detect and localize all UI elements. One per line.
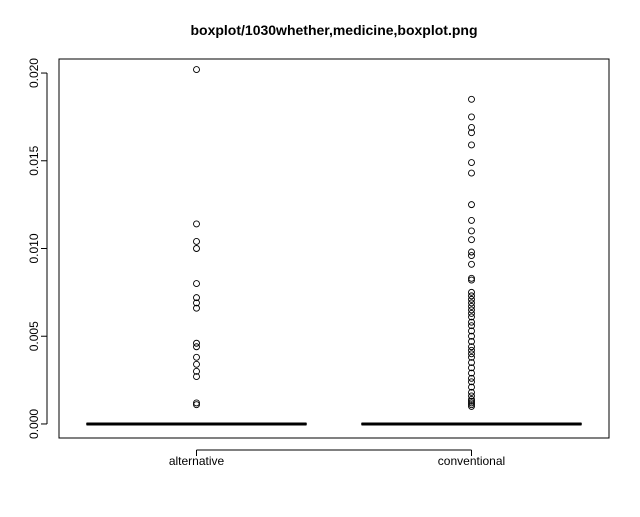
outlier-point [194,354,200,360]
outlier-point [194,281,200,287]
plot-frame [59,59,609,438]
outlier-point [469,202,475,208]
outlier-point [469,307,475,313]
chart-title: boxplot/1030whether,medicine,boxplot.png [190,22,477,38]
y-tick-label: 0.005 [27,321,41,351]
outlier-point [469,347,475,353]
outlier-point [469,228,475,234]
outlier-point [469,351,475,357]
y-tick-label: 0.020 [27,58,41,88]
x-axis: alternative conventional [169,450,505,468]
outlier-point [469,160,475,166]
box-conventional [362,96,582,424]
outlier-point [469,142,475,148]
outlier-point [194,221,200,227]
box-series [87,67,582,424]
outlier-point [194,361,200,367]
outlier-point [469,96,475,102]
outlier-point [469,261,475,267]
y-axis: 0.000 0.005 0.010 0.015 0.020 [27,58,47,439]
y-tick-label: 0.015 [27,145,41,175]
outlier-point [469,217,475,223]
box-alternative [87,67,307,424]
outlier-point [469,300,475,306]
y-tick-label: 0.010 [27,233,41,263]
outlier-point [194,246,200,252]
outlier-point [469,310,475,316]
outlier-point [469,296,475,302]
x-tick-label: alternative [169,454,225,468]
outlier-point [194,344,200,350]
outlier-point [194,238,200,244]
outlier-point [469,303,475,309]
outlier-point [469,289,475,295]
outlier-point [469,114,475,120]
outlier-point [194,67,200,73]
x-tick-label: conventional [438,454,505,468]
y-tick-label: 0.000 [27,409,41,439]
outlier-point [469,253,475,259]
outlier-point [469,170,475,176]
outlier-point [194,340,200,346]
outlier-point [469,249,475,255]
outlier-point [469,293,475,299]
outlier-point [469,237,475,243]
